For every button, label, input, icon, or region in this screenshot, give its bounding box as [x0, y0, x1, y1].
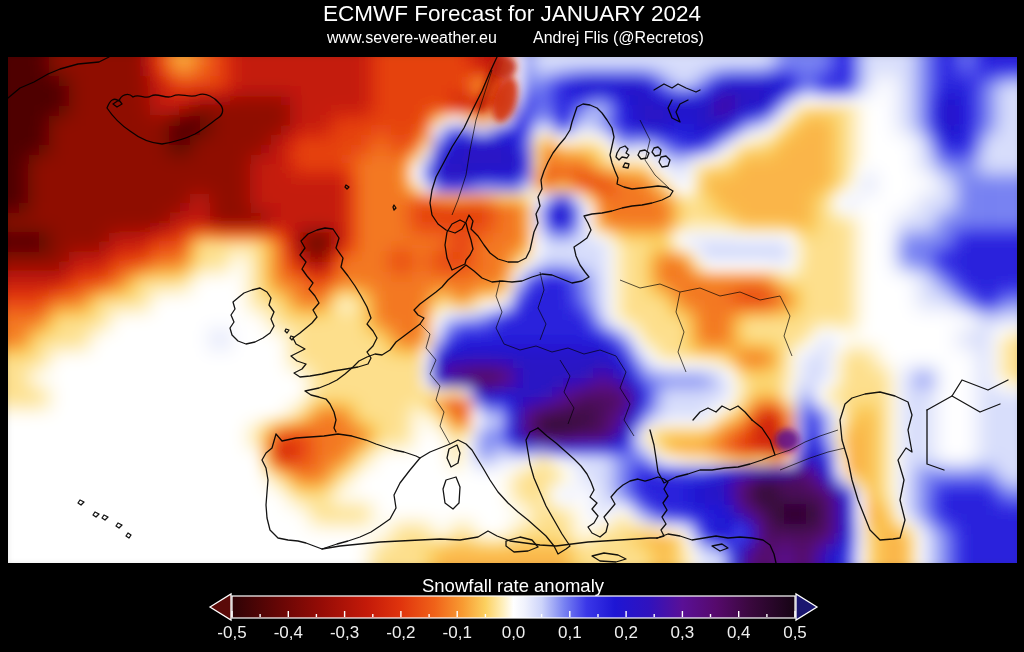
svg-text:Snowfall rate anomaly: Snowfall rate anomaly: [422, 575, 605, 596]
svg-text:0,5: 0,5: [783, 623, 807, 642]
svg-text:0,3: 0,3: [671, 623, 695, 642]
svg-text:-0,5: -0,5: [217, 623, 246, 642]
svg-text:-0,3: -0,3: [330, 623, 359, 642]
svg-text:-0,2: -0,2: [386, 623, 415, 642]
svg-text:-0,1: -0,1: [443, 623, 472, 642]
svg-text:0,4: 0,4: [727, 623, 751, 642]
svg-text:0,0: 0,0: [502, 623, 526, 642]
svg-text:0,1: 0,1: [558, 623, 582, 642]
svg-text:ECMWF Forecast for JANUARY 202: ECMWF Forecast for JANUARY 2024: [323, 1, 701, 26]
svg-text:www.severe-weather.eu: www.severe-weather.eu: [326, 29, 497, 46]
svg-text:-0,4: -0,4: [274, 623, 303, 642]
svg-text:Andrej Flis (@Recretos): Andrej Flis (@Recretos): [533, 29, 704, 46]
svg-text:0,2: 0,2: [614, 623, 638, 642]
